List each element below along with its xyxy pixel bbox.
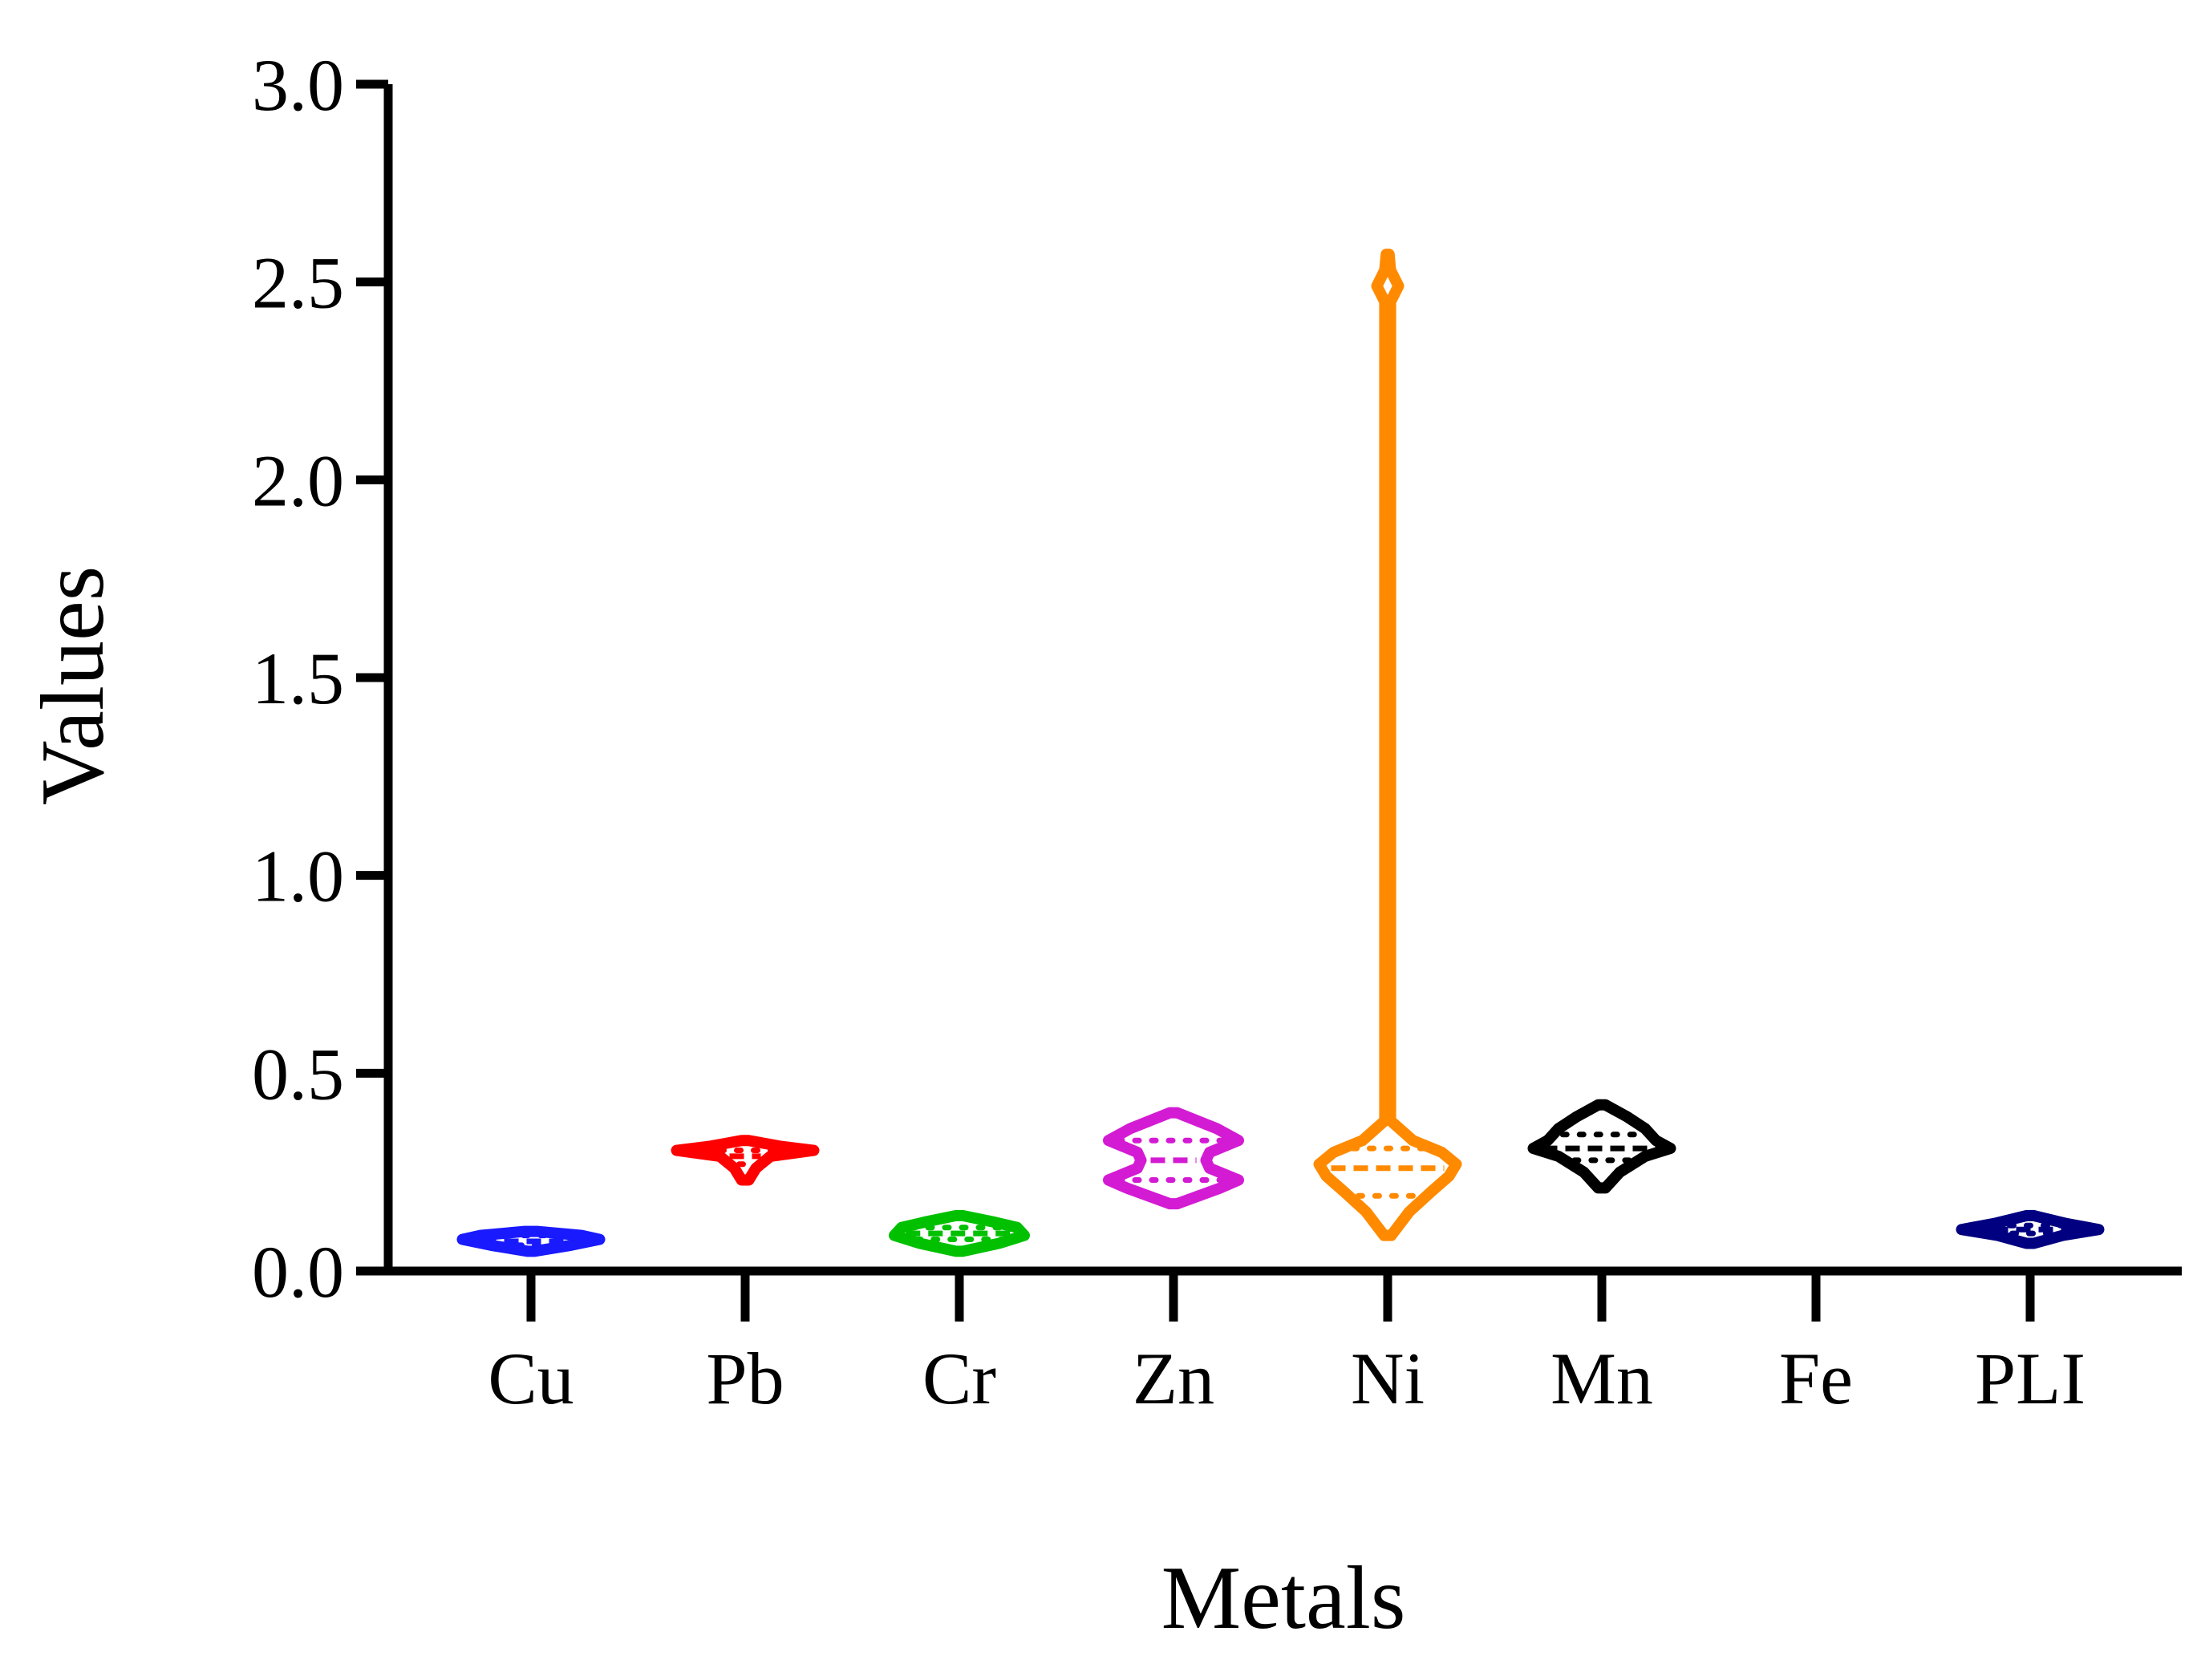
violin-ni: [1313, 249, 1462, 1241]
x-ticks: Cu Pb Cr Zn Ni Mn Fe PLI: [488, 1271, 2086, 1419]
violin-body: [671, 1135, 820, 1186]
y-axis-title: Values: [23, 566, 123, 806]
x-tick-label: Fe: [1779, 1338, 1853, 1419]
x-tick-label: Pb: [706, 1338, 784, 1419]
y-ticks: 0.0 0.5 1.0 1.5 2.0 2.5 3.0: [252, 44, 388, 1313]
y-tick-label: 2.5: [252, 242, 344, 324]
violin-body: [1527, 1099, 1676, 1194]
violin-body: [456, 1225, 606, 1257]
violin-pli: [1956, 1209, 2105, 1249]
y-tick-label: 0.0: [252, 1231, 344, 1313]
x-tick-label: Cu: [488, 1338, 574, 1419]
x-tick-label: Cr: [922, 1338, 996, 1419]
y-tick-label: 1.5: [252, 638, 344, 719]
violin-mn: [1527, 1099, 1676, 1194]
violin-body: [1103, 1107, 1244, 1210]
y-tick-label: 1.0: [252, 836, 344, 917]
violin-body: [1313, 249, 1462, 1241]
violin-zn: [1103, 1107, 1244, 1210]
y-tick-label: 0.5: [252, 1033, 344, 1115]
violins: [456, 249, 2105, 1257]
x-tick-label: Zn: [1133, 1338, 1214, 1419]
y-tick-label: 2.0: [252, 439, 344, 521]
violin-cr: [889, 1209, 1030, 1257]
x-tick-label: Mn: [1550, 1338, 1653, 1419]
violin-pb: [671, 1135, 820, 1186]
violin-cu: [456, 1225, 606, 1257]
axes: [383, 84, 2182, 1276]
x-axis-title: Metals: [1161, 1548, 1406, 1648]
y-tick-label: 3.0: [252, 44, 344, 126]
x-tick-label: PLI: [1975, 1338, 2086, 1419]
x-tick-label: Ni: [1351, 1338, 1425, 1419]
violin-body: [889, 1209, 1030, 1257]
